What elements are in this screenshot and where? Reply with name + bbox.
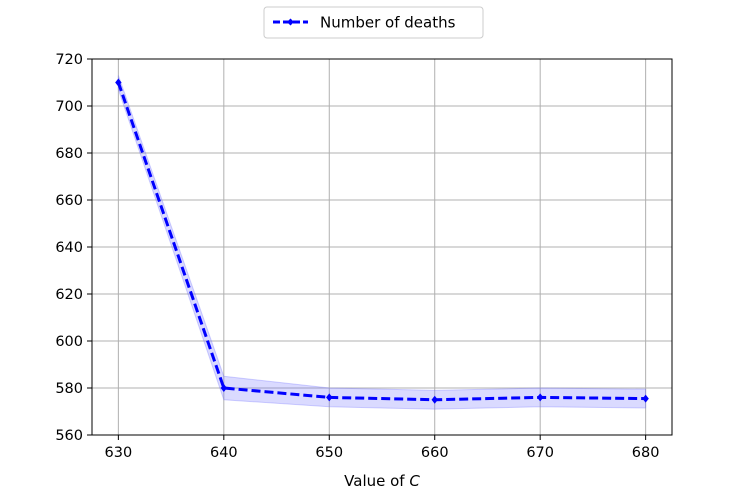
confidence-band bbox=[117, 75, 647, 410]
x-tick-label: 670 bbox=[526, 445, 554, 461]
x-axis-title: Value of C bbox=[344, 472, 420, 490]
x-tick-label: 680 bbox=[632, 445, 660, 461]
x-axis: 630 640 650 660 670 680 bbox=[105, 435, 660, 461]
y-tick-label: 620 bbox=[55, 287, 83, 303]
x-axis-title-prefix: Value of bbox=[344, 472, 409, 490]
y-tick-label: 700 bbox=[55, 99, 83, 115]
y-tick-label: 660 bbox=[55, 193, 83, 209]
series-band bbox=[117, 75, 647, 410]
series-line-path bbox=[116, 82, 646, 402]
x-tick-label: 640 bbox=[210, 445, 238, 461]
x-tick-label: 630 bbox=[105, 445, 133, 461]
x-axis-title-variable: C bbox=[409, 472, 420, 490]
legend-label: Number of deaths bbox=[320, 14, 456, 32]
legend: Number of deaths bbox=[263, 6, 484, 39]
y-tick-label: 560 bbox=[55, 428, 83, 444]
data-point-marker bbox=[326, 393, 333, 402]
data-point-marker bbox=[536, 393, 544, 402]
data-point-marker bbox=[115, 78, 122, 87]
x-tick-label: 660 bbox=[421, 445, 449, 461]
data-point-marker bbox=[431, 395, 438, 404]
y-tick-label: 720 bbox=[55, 52, 83, 68]
y-axis: 560 580 600 620 640 660 680 700 720 bbox=[55, 52, 92, 444]
legend-box bbox=[263, 6, 484, 39]
series-markers bbox=[115, 78, 649, 404]
data-point-marker bbox=[642, 394, 649, 403]
legend-marker-sample bbox=[287, 18, 294, 26]
y-tick-label: 680 bbox=[55, 146, 83, 162]
data-point-marker bbox=[220, 384, 228, 392]
grid bbox=[92, 58, 672, 436]
y-tick-label: 580 bbox=[55, 381, 83, 397]
y-tick-label: 640 bbox=[55, 240, 83, 256]
x-tick-label: 650 bbox=[315, 445, 343, 461]
series-line bbox=[116, 82, 646, 402]
y-tick-label: 600 bbox=[55, 334, 83, 350]
